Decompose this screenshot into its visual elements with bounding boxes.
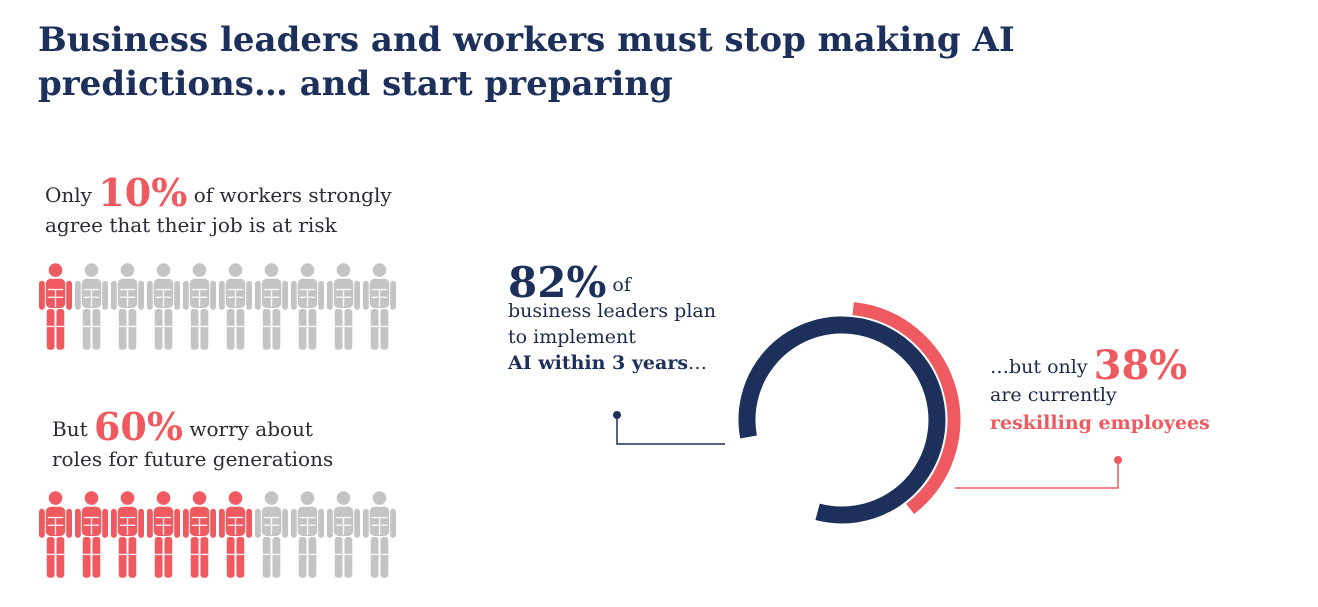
person-icon [110,263,145,350]
people-row-future [38,490,397,580]
stat-value: 60% [93,404,183,449]
person-icon [254,491,289,578]
stat-prefix: …but only [990,356,1088,378]
stat-bold-line: AI within 3 years [508,352,689,374]
stat-prefix: But [52,417,88,441]
stat-line1: business leaders plan [508,300,716,322]
stat-ellipsis: … [688,352,708,374]
person-icon [290,263,325,350]
arc-leaders [738,316,946,524]
person-icon [146,263,181,350]
person-icon [254,263,289,350]
stat-suffix: of workers strongly [193,183,392,207]
stat-line1: are currently [990,384,1117,406]
stat-line2: to implement [508,326,636,348]
stat-leaders: 82% of business leaders plan to implemen… [508,262,768,376]
person-icon [182,263,217,350]
person-icon [326,491,361,578]
person-icon [218,263,253,350]
stat-future-generations: But 60% worry about roles for future gen… [52,408,334,474]
stat-value: 10% [98,170,188,215]
person-icon [362,491,397,578]
person-icon [290,491,325,578]
reskill-connector [955,460,1119,489]
person-icon [74,491,109,578]
stat-bold-line: reskilling employees [990,412,1210,434]
reskill-connector-dot [1114,456,1122,464]
person-icon [326,263,361,350]
person-icon [110,491,145,578]
leader-connector-dot [613,411,621,419]
leader-connector [616,415,725,445]
people-row-risk [38,262,397,352]
person-icon [38,263,73,350]
person-icon [218,491,253,578]
stat-suffix: worry about [189,417,313,441]
stat-line2: agree that their job is at risk [45,213,337,237]
stat-value: 38% [1093,342,1188,389]
arc-reskilling [852,302,961,515]
person-icon [38,491,73,578]
stat-line2: roles for future generations [52,447,334,471]
stat-workers-risk: Only 10% of workers strongly agree that … [45,174,392,240]
person-icon [146,491,181,578]
person-icon [182,491,217,578]
page-title: Business leaders and workers must stop m… [38,20,1015,104]
stat-value: 82% [508,258,607,307]
person-icon [362,263,397,350]
stat-prefix: Only [45,183,92,207]
stat-value-suffix: of [612,274,631,296]
stat-reskilling: …but only 38% are currently reskilling e… [990,346,1290,437]
person-icon [74,263,109,350]
